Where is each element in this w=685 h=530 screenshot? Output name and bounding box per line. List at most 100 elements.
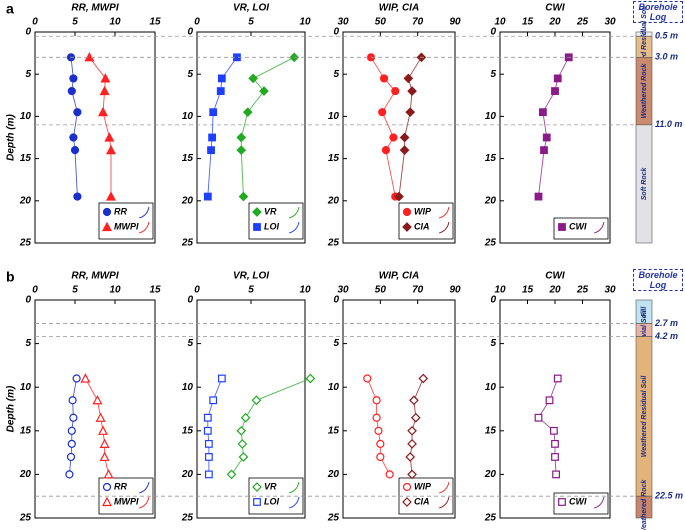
y-tick-label: 10 (182, 111, 194, 122)
layer-label: Alluvial Soil (641, 309, 648, 351)
marker (376, 439, 385, 448)
marker (69, 413, 78, 422)
legend-arrow (288, 221, 300, 234)
layer-label: Fill (641, 28, 648, 39)
x-tick-label: 5 (72, 285, 78, 296)
chart-title: RR, MWPI (71, 3, 118, 14)
y-tick-label: 20 (19, 195, 32, 206)
plot-frame (342, 299, 456, 519)
marker (385, 470, 394, 479)
depth-label: 11.0 m (655, 119, 682, 129)
y-tick-label: 0 (25, 27, 31, 38)
legend-marker (253, 498, 261, 506)
marker (103, 469, 114, 479)
legend-arrow (288, 481, 300, 494)
marker (542, 133, 551, 142)
y-tick-label: 25 (19, 238, 32, 249)
legend-label: MWPI (114, 496, 139, 506)
layer-label: Weathered Rock (641, 479, 648, 530)
legend-label: RR (114, 481, 127, 491)
marker (405, 452, 416, 462)
x-tick-label: 25 (576, 285, 589, 296)
y-tick-label: 20 (19, 469, 32, 480)
x-tick-label: 30 (604, 17, 616, 28)
soil-layer (635, 124, 653, 244)
marker (374, 426, 383, 435)
y-tick-label: 5 (333, 338, 339, 349)
plot-frame (499, 299, 611, 519)
marker (203, 426, 212, 435)
marker (305, 373, 316, 384)
y-tick-label: 10 (20, 382, 32, 393)
legend-label: RR (114, 206, 127, 216)
trend-line (538, 57, 570, 197)
chart-title: WIP, CIA (379, 3, 419, 14)
y-tick-label: 0 (490, 295, 496, 306)
y-tick-label: 5 (490, 69, 496, 80)
x-tick-label: 10 (299, 17, 311, 28)
y-tick-label: 10 (20, 111, 32, 122)
y-tick-label: 5 (490, 338, 496, 349)
borehole-title: Borehole Log (633, 269, 683, 291)
marker (379, 74, 389, 83)
marker (203, 192, 212, 201)
x-tick-label: 0 (194, 285, 200, 296)
x-tick-label: 0 (32, 285, 38, 296)
marker (98, 425, 108, 435)
marker (549, 426, 558, 435)
layer-label: Soft Rock (641, 166, 648, 200)
marker (238, 452, 249, 462)
marker (409, 395, 419, 406)
marker (106, 144, 116, 155)
y-tick-label: 20 (484, 195, 497, 206)
y-tick-label: 0 (25, 295, 31, 306)
legend-label: CWI (569, 496, 587, 506)
legend-box (553, 217, 609, 240)
marker (95, 412, 106, 422)
plot-frame (34, 31, 156, 244)
marker (363, 374, 372, 383)
legend-label: LOI (264, 221, 279, 231)
legend-label: VR (264, 206, 277, 216)
y-tick-label: 25 (327, 238, 340, 249)
marker (204, 453, 213, 461)
legend-marker (402, 497, 412, 507)
marker (405, 107, 416, 118)
legend-arrow (288, 206, 300, 219)
depth-label: 22.5 m (654, 491, 683, 501)
marker (552, 470, 560, 479)
legend-arrow (138, 206, 150, 219)
y-tick-label: 25 (327, 513, 340, 524)
y-tick-label: 0 (490, 27, 496, 38)
y-tick-label: 10 (182, 382, 194, 393)
chart-title: WIP, CIA (379, 271, 419, 282)
marker (394, 191, 404, 202)
legend-arrow (438, 206, 450, 219)
y-axis-label: Depth (m) (6, 385, 17, 432)
chart-title: RR, MWPI (71, 271, 118, 282)
marker (98, 106, 108, 117)
marker (99, 438, 110, 448)
legend-label: CWI (569, 221, 587, 231)
marker (204, 439, 213, 448)
x-tick-label: 15 (149, 285, 161, 296)
y-tick-label: 25 (484, 513, 497, 524)
layer-label: Weathered Residual Soil (641, 375, 648, 458)
legend-marker (402, 482, 412, 492)
legend-label: LOI (264, 496, 279, 506)
marker (240, 412, 251, 423)
y-tick-label: 15 (328, 153, 340, 164)
x-tick-label: 10 (494, 17, 506, 28)
x-tick-label: 50 (375, 285, 387, 296)
legend-arrow (593, 496, 605, 509)
marker (410, 412, 421, 423)
marker (72, 374, 81, 383)
y-tick-label: 25 (484, 238, 497, 249)
x-tick-label: 10 (109, 17, 121, 28)
legend-marker (252, 207, 262, 217)
x-tick-label: 15 (522, 17, 534, 28)
marker (69, 133, 78, 142)
marker (545, 396, 554, 405)
marker (226, 469, 237, 480)
